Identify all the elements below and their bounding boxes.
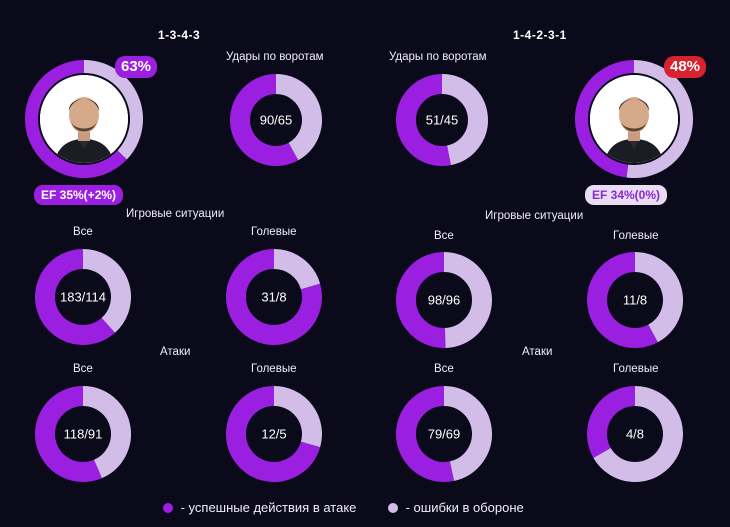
team1-attacks-all-donut-attack-slice	[35, 386, 102, 482]
team1-situations-all-donut-value-label: 183/114	[60, 290, 106, 305]
team2-possession-ring	[575, 60, 693, 178]
team2-situations-goal-donut: 11/8	[587, 252, 683, 348]
team2-possession-attack-slice	[575, 60, 635, 178]
team2-possession-defense-slice	[626, 60, 693, 178]
team1-situations-all-donut: 183/114	[35, 249, 131, 345]
team1-shots-title: Удары по воротам	[226, 51, 324, 63]
team1-situations-goal-donut: 31/8	[226, 249, 322, 345]
team2-shots-donut-attack-slice	[396, 74, 451, 166]
team1-coach-avatar	[40, 75, 128, 163]
legend-attack-dot	[163, 503, 173, 513]
team2-situations-goal-donut-value-label: 11/8	[623, 293, 647, 308]
team1-attacks-all-donut: 118/91	[35, 386, 131, 482]
team1-attacks-all-label: Все	[73, 363, 93, 375]
team1-attacks-goal-label: Голевые	[251, 363, 297, 375]
team2-situations-goal-donut-defense-slice	[634, 252, 683, 343]
team2-attacks-all-label: Все	[434, 363, 454, 375]
team1-shots-donut: 90/65	[230, 74, 322, 166]
team2-situations-goal-donut-attack-slice	[587, 252, 658, 348]
team1-ef-badge: EF 35%(+2%)	[34, 185, 124, 205]
team2-coach-avatar	[590, 75, 678, 163]
team2-shots-donut-value-label: 51/45	[426, 113, 459, 128]
legend-defense: - ошибки в обороне	[388, 500, 524, 515]
team2-attacks-goal-donut-attack-slice	[587, 386, 636, 458]
team2-attacks-all-donut-attack-slice	[396, 386, 455, 482]
team2-attacks-all-donut-value-label: 79/69	[428, 427, 461, 442]
legend-attack: - успешные действия в атаке	[163, 500, 356, 515]
team2-situations-goal-label: Голевые	[613, 230, 659, 242]
team1-possession-ring	[25, 60, 143, 178]
legend-defense-dot	[388, 503, 398, 513]
team2-attacks-goal-donut: 4/8	[587, 386, 683, 482]
team2-shots-donut-defense-slice	[441, 74, 488, 166]
team2-ef-badge: EF 34%(0%)	[585, 185, 668, 205]
team1-situations-all-donut-defense-slice	[82, 249, 131, 333]
team1-possession-defense-slice	[83, 60, 143, 160]
team1-shots-donut-value-label: 90/65	[260, 113, 293, 128]
team2-situations-all-donut-defense-slice	[443, 252, 492, 348]
team1-situations-goal-donut-defense-slice	[273, 249, 321, 290]
team1-possession-badge: 63%	[115, 56, 158, 78]
team1-situations-goal-donut-attack-slice	[226, 249, 322, 345]
team1-attacks-goal-donut: 12/5	[226, 386, 322, 482]
team2-attacks-all-donut-defense-slice	[443, 386, 492, 481]
team2-attacks-all-donut: 79/69	[396, 386, 492, 482]
team2-attacks-goal-label: Голевые	[613, 363, 659, 375]
team1-attacks-goal-donut-attack-slice	[226, 386, 321, 482]
team2-situations-all-donut: 98/96	[396, 252, 492, 348]
team1-attacks-all-donut-value-label: 118/91	[64, 427, 103, 442]
team1-possession-ring-svg	[25, 60, 143, 178]
legend-attack-label: - успешные действия в атаке	[177, 500, 357, 515]
team2-shots-donut: 51/45	[396, 74, 488, 166]
team1-shots-donut-attack-slice	[230, 74, 299, 166]
team1-situations-goal-label: Голевые	[251, 226, 297, 238]
team2-possession-badge: 48%	[664, 56, 707, 78]
team1-situations-goal-donut-value-label: 31/8	[261, 290, 286, 305]
team2-attacks-title: Атаки	[522, 346, 553, 358]
legend-defense-label: - ошибки в обороне	[402, 500, 524, 515]
team2-situations-all-donut-value-label: 98/96	[428, 293, 461, 308]
team1-attacks-goal-donut-defense-slice	[273, 386, 322, 448]
team1-shots-donut-defense-slice	[275, 74, 322, 161]
team2-attacks-goal-donut-defense-slice	[593, 386, 683, 482]
team1-attacks-goal-donut-value-label: 12/5	[261, 427, 286, 442]
team2-formation: 1-4-2-3-1	[513, 28, 567, 42]
team2-possession-ring-svg	[575, 60, 693, 178]
team2-attacks-goal-donut-value-label: 4/8	[626, 427, 644, 442]
team1-possession-attack-slice	[25, 60, 128, 178]
team1-formation: 1-3-4-3	[158, 28, 201, 42]
team1-situations-all-label: Все	[73, 226, 93, 238]
team2-situations-all-label: Все	[434, 230, 454, 242]
team2-shots-title: Удары по воротам	[389, 51, 487, 63]
team2-situations-title: Игровые ситуации	[485, 210, 584, 222]
team1-situations-title: Игровые ситуации	[126, 208, 225, 220]
team1-attacks-title: Атаки	[160, 346, 191, 358]
team1-attacks-all-donut-defense-slice	[82, 386, 131, 479]
team2-situations-all-donut-attack-slice	[396, 252, 446, 348]
team1-situations-all-donut-attack-slice	[35, 249, 115, 345]
